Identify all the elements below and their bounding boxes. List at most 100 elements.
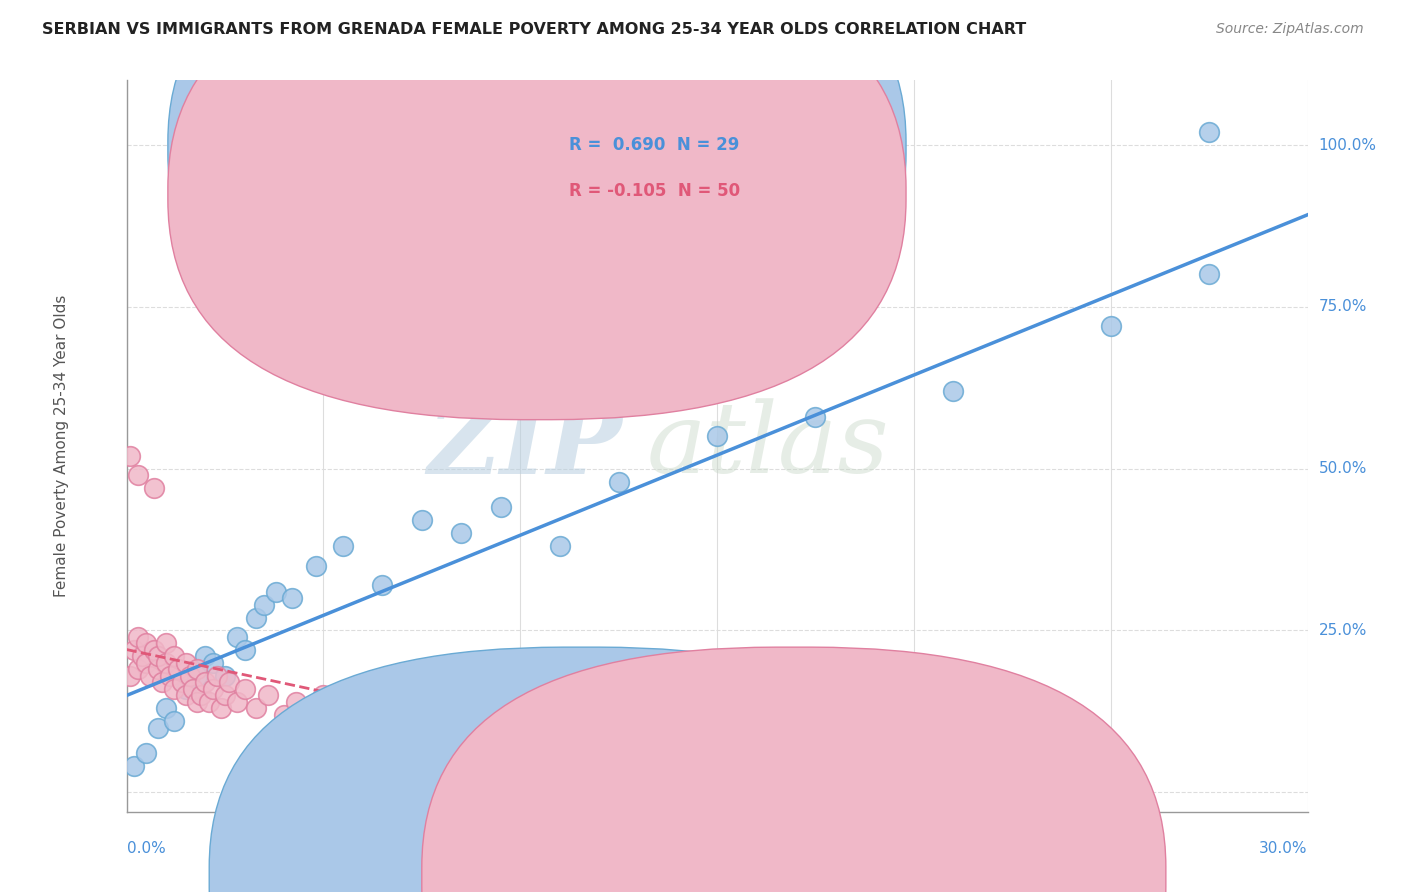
Point xyxy=(174,681,197,696)
Point xyxy=(179,669,201,683)
Point xyxy=(607,475,630,489)
Point xyxy=(166,662,188,676)
Text: SERBIAN VS IMMIGRANTS FROM GRENADA FEMALE POVERTY AMONG 25-34 YEAR OLDS CORRELAT: SERBIAN VS IMMIGRANTS FROM GRENADA FEMAL… xyxy=(42,22,1026,37)
Point xyxy=(489,714,512,728)
Point xyxy=(284,695,307,709)
Text: 75.0%: 75.0% xyxy=(1319,300,1367,314)
Point xyxy=(155,636,177,650)
Point xyxy=(202,656,225,670)
Point xyxy=(135,636,157,650)
Point xyxy=(450,526,472,541)
Point xyxy=(139,669,162,683)
Point xyxy=(450,707,472,722)
Point xyxy=(214,669,236,683)
Text: ZIP: ZIP xyxy=(427,398,623,494)
Point xyxy=(198,695,221,709)
FancyBboxPatch shape xyxy=(492,103,800,219)
Point xyxy=(804,409,827,424)
Point xyxy=(273,707,295,722)
Point xyxy=(186,669,208,683)
Point xyxy=(163,714,186,728)
Point xyxy=(155,701,177,715)
Text: Immigrants from Grenada: Immigrants from Grenada xyxy=(821,870,1019,884)
Point xyxy=(304,558,326,573)
Point xyxy=(942,384,965,398)
Point xyxy=(190,688,212,702)
Point xyxy=(146,649,169,664)
Point xyxy=(489,500,512,515)
Point xyxy=(170,675,193,690)
Text: 30.0%: 30.0% xyxy=(1260,841,1308,856)
Point xyxy=(202,681,225,696)
Point xyxy=(332,714,354,728)
Point xyxy=(411,721,433,735)
Point xyxy=(146,662,169,676)
Point xyxy=(209,701,232,715)
Text: atlas: atlas xyxy=(647,399,889,493)
Point xyxy=(257,688,280,702)
Point xyxy=(548,701,571,715)
Point xyxy=(194,675,217,690)
Point xyxy=(186,695,208,709)
FancyBboxPatch shape xyxy=(209,648,953,892)
Point xyxy=(146,721,169,735)
Point xyxy=(143,643,166,657)
Point xyxy=(245,610,267,624)
Point xyxy=(1198,268,1220,282)
Point xyxy=(127,630,149,644)
Point xyxy=(163,649,186,664)
Point xyxy=(548,539,571,553)
Point xyxy=(135,747,157,761)
Point xyxy=(706,429,728,443)
Point xyxy=(301,701,323,715)
Point xyxy=(127,662,149,676)
Text: Serbians: Serbians xyxy=(609,870,675,884)
Point xyxy=(1099,319,1122,334)
Point xyxy=(218,675,240,690)
Point xyxy=(174,656,197,670)
Point xyxy=(382,707,405,722)
Text: R = -0.105  N = 50: R = -0.105 N = 50 xyxy=(569,183,741,201)
Point xyxy=(264,584,287,599)
Point xyxy=(233,681,256,696)
Point xyxy=(124,759,146,773)
Point xyxy=(183,681,205,696)
Point xyxy=(194,649,217,664)
Point xyxy=(135,656,157,670)
Point xyxy=(150,675,173,690)
Text: 100.0%: 100.0% xyxy=(1319,137,1376,153)
Point xyxy=(155,656,177,670)
Point xyxy=(205,669,228,683)
FancyBboxPatch shape xyxy=(167,0,905,419)
Point xyxy=(725,733,748,747)
Point xyxy=(131,649,153,664)
Point xyxy=(1198,125,1220,139)
Point xyxy=(214,688,236,702)
Point xyxy=(120,669,142,683)
FancyBboxPatch shape xyxy=(422,648,1166,892)
Point xyxy=(627,727,650,741)
Point xyxy=(281,591,304,606)
Point xyxy=(163,681,186,696)
Point xyxy=(411,513,433,527)
Point xyxy=(332,539,354,553)
Text: 25.0%: 25.0% xyxy=(1319,623,1367,638)
Text: Female Poverty Among 25-34 Year Olds: Female Poverty Among 25-34 Year Olds xyxy=(53,295,69,597)
Point xyxy=(186,662,208,676)
Point xyxy=(225,695,247,709)
Point xyxy=(233,643,256,657)
Point xyxy=(352,701,374,715)
Point xyxy=(120,449,142,463)
Point xyxy=(143,481,166,495)
Text: 0.0%: 0.0% xyxy=(127,841,166,856)
Point xyxy=(159,669,181,683)
Point xyxy=(371,578,394,592)
FancyBboxPatch shape xyxy=(167,0,905,374)
Point xyxy=(124,643,146,657)
Point xyxy=(174,688,197,702)
Point xyxy=(312,688,335,702)
Point xyxy=(127,468,149,483)
Text: R =  0.690  N = 29: R = 0.690 N = 29 xyxy=(569,136,740,154)
Text: 50.0%: 50.0% xyxy=(1319,461,1367,476)
Point xyxy=(245,701,267,715)
